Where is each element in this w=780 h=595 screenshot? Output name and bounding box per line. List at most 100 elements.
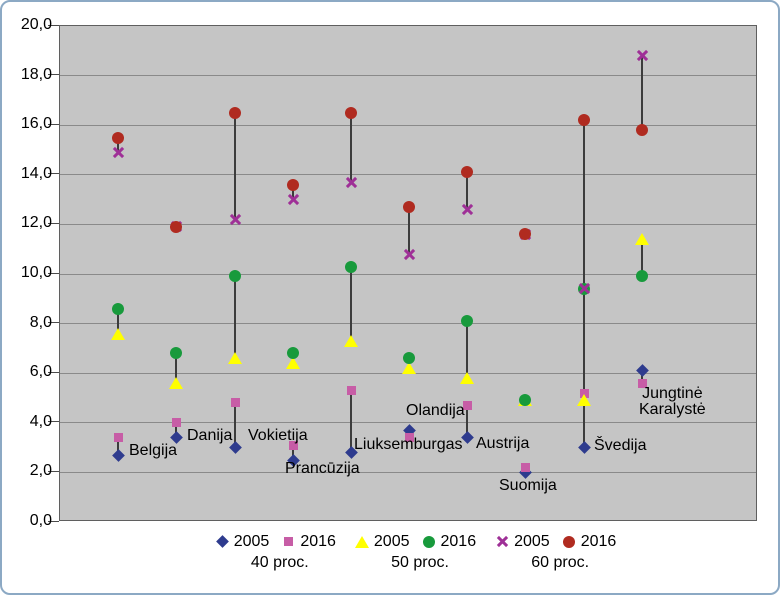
marker-olandija-2016-60proc [403,201,415,214]
marker--vedija-2005-40proc [577,441,591,454]
marker-jungtin-karalyst--2016-40proc [637,378,647,388]
y-axis-label: 8,0 [29,313,52,331]
connector-line [234,276,236,359]
y-axis-label: 10,0 [20,264,52,281]
country-label-danija: Danija [187,427,233,444]
marker--vedija-2016-40proc [579,388,589,398]
marker--vedija-2005-60proc [578,282,591,295]
marker-olandija-2005-50proc [402,362,416,375]
y-axis-tick [48,173,59,175]
connector-line [350,390,352,453]
marker-belgija-2016-40proc [113,433,123,443]
marker-vokietija-2016-50proc [229,270,241,283]
country-label-austrija: Austrija [476,435,530,452]
marker-suomija-2016-40proc [520,462,530,472]
marker-jungtin-karalyst--2016-50proc [636,270,648,283]
connector-line [466,321,468,379]
triangle-marker-icon [355,535,370,548]
gridline-10 [60,273,756,275]
chart-legend: 2005 2016 40 proc. 2005 2016 50 proc. 2005 2016… [2,531,778,573]
connector-line [117,137,119,153]
gridline-8 [60,323,756,325]
connector-line [117,437,119,456]
y-axis-tick [48,24,59,26]
marker-jungtin-karalyst--2005-50proc [635,233,649,246]
legend-year-label: 2016 [440,533,477,550]
marker-olandija-2005-60proc [403,248,416,261]
marker-danija-2005-50proc [169,377,183,390]
y-axis-label: 4,0 [29,412,52,430]
marker-vokietija-2005-50proc [228,352,242,365]
legend-group-60proc: 2005 2016 60 proc. [496,531,624,573]
legend-item-2005: 2005 [215,531,270,552]
y-axis-tick [48,421,59,423]
x-marker-icon [496,535,509,548]
connector-line [583,288,585,401]
square-marker-icon [282,535,295,548]
connector-line [583,120,585,289]
marker-jungtin-karalyst--2016-60proc [636,124,648,137]
legend-item-2016: 2016 [282,531,336,552]
gridline-16 [60,124,756,126]
y-axis-tick [48,74,59,76]
y-axis-label: 16,0 [20,115,52,133]
marker-belgija-2016-60proc [112,131,124,144]
marker--vedija-2016-60proc [578,114,590,127]
marker-belgija-2016-50proc [112,302,124,315]
connector-line [641,239,643,277]
marker-liuksemburgas-2016-60proc [345,106,357,119]
legend-item-2005: 2005 [355,531,410,552]
gridline-18 [60,75,756,77]
connector-line [583,393,585,448]
marker-liuksemburgas-2005-50proc [344,334,358,347]
marker-austrija-2005-60proc [461,203,474,216]
connector-line [234,112,236,220]
marker-liuksemburgas-2005-60proc [345,176,358,189]
connector-line [466,405,468,438]
legend-group-40proc: 2005 2016 40 proc. [215,531,344,573]
connector-line [175,422,177,438]
marker-jungtin-karalyst--2005-60proc [636,49,649,62]
plot-area [59,25,757,521]
marker--vedija-2005-50proc [577,394,591,407]
legend-group-50proc: 2005 2016 50 proc. [355,531,484,573]
country-label-suomija: Suomija [499,477,557,494]
legend-proc-label: 40 proc. [250,554,309,571]
country-label-pranc-zija: Prancūzija [285,460,360,477]
legend-proc-label: 50 proc. [391,554,449,571]
y-axis-tick [48,470,59,472]
country-label--vedija: Švedija [594,437,647,454]
marker-pranc-zija-2005-50proc [286,357,300,370]
marker-belgija-2005-40proc [111,448,125,462]
marker-austrija-2005-50proc [460,372,474,385]
marker-belgija-2005-60proc [112,146,125,159]
legend-year-label: 2005 [233,533,270,550]
y-axis-tick [48,371,59,373]
marker-austrija-2016-60proc [461,166,473,179]
legend-proc-label: 60 proc. [531,554,590,571]
marker-danija-2016-60proc [170,220,182,233]
connector-line [350,266,352,341]
connector-line [408,207,410,255]
y-axis-label: 20,0 [20,16,52,33]
y-axis-label: 2,0 [29,462,52,480]
marker-danija-2016-40proc [171,418,181,428]
marker-austrija-2005-40proc [460,431,474,445]
marker-vokietija-2005-60proc [229,213,242,226]
marker-pranc-zija-2016-50proc [287,347,299,360]
marker-olandija-2016-50proc [403,352,415,365]
legend-year-label: 2016 [580,533,617,550]
y-axis-label: 18,0 [20,65,52,83]
marker-jungtin-karalyst--2005-40proc [635,364,649,378]
marker-austrija-2016-50proc [461,315,473,328]
marker-liuksemburgas-2016-40proc [346,386,356,396]
y-axis-label: 14,0 [20,164,52,182]
y-axis-tick [48,520,59,522]
marker-suomija-2016-50proc [519,394,531,407]
marker-austrija-2016-40proc [462,400,472,410]
marker-pranc-zija-2005-60proc [287,193,300,206]
connector-line [234,402,236,448]
marker-pranc-zija-2016-40proc [288,440,298,450]
gridline-14 [60,174,756,176]
